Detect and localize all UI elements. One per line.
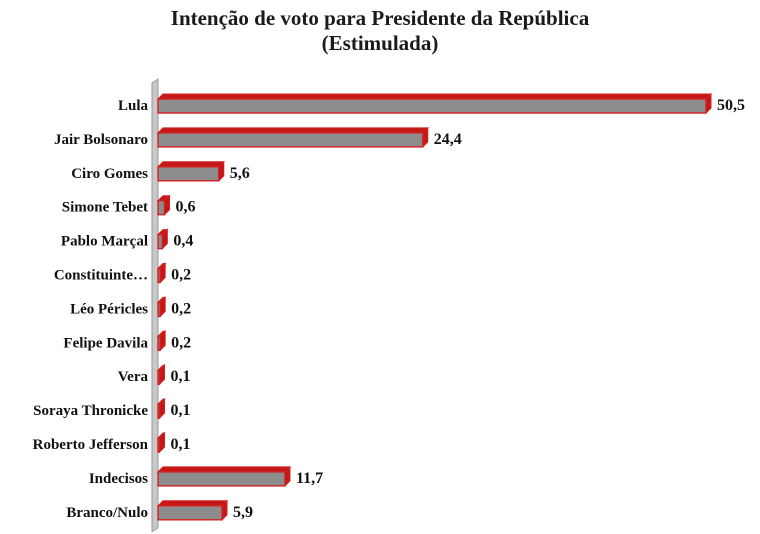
- bar-top: [156, 161, 225, 168]
- bar: [157, 98, 707, 114]
- category-label: Branco/Nulo: [66, 505, 148, 521]
- value-label: 0,1: [171, 368, 191, 385]
- value-label: 0,1: [171, 402, 191, 419]
- bar-top: [156, 500, 229, 507]
- value-label: 24,4: [434, 131, 462, 148]
- value-label: 11,7: [296, 470, 323, 487]
- bar: [157, 301, 161, 318]
- category-label: Pablo Marçal: [61, 234, 148, 250]
- bar: [157, 369, 161, 385]
- bar: [157, 166, 220, 182]
- chart-title-line1: Intenção de voto para Presidente da Repú…: [170, 6, 590, 30]
- bar: [157, 437, 161, 453]
- category-label: Ciro Gomes: [71, 166, 148, 182]
- category-label: Lula: [118, 98, 149, 114]
- category-label: Roberto Jefferson: [33, 437, 149, 453]
- value-label: 0,1: [171, 436, 191, 453]
- chart-title-line2: (Estimulada): [321, 31, 439, 55]
- bar: [157, 233, 164, 250]
- value-label: 0,6: [176, 199, 196, 216]
- category-label: Jair Bolsonaro: [54, 132, 148, 148]
- value-label: 0,2: [171, 334, 191, 351]
- value-label: 50,5: [717, 97, 745, 114]
- category-label: Soraya Thronicke: [33, 403, 148, 419]
- category-label: Simone Tebet: [62, 200, 148, 216]
- bar: [157, 403, 161, 419]
- category-label: Vera: [118, 369, 149, 385]
- value-label: 0,2: [171, 267, 191, 284]
- value-label: 5,6: [230, 165, 250, 182]
- category-label: Constituinte…: [54, 268, 148, 284]
- bar: [157, 505, 223, 521]
- category-label: Léo Péricles: [70, 301, 148, 317]
- chart-title: Intenção de voto para Presidente da Repú…: [0, 6, 760, 56]
- category-label: Felipe Davila: [63, 335, 148, 351]
- value-label: 0,4: [173, 233, 193, 250]
- bar: [157, 132, 424, 148]
- bar: [157, 471, 286, 487]
- bar-top: [156, 93, 713, 100]
- bar: [157, 335, 161, 351]
- category-label: Indecisos: [89, 471, 148, 487]
- bar: [157, 199, 166, 216]
- value-label: 5,9: [233, 504, 253, 521]
- bar-top: [156, 127, 429, 134]
- value-label: 0,2: [171, 300, 191, 317]
- bar-top: [156, 466, 292, 473]
- axis-wall: [151, 78, 159, 533]
- bar: [157, 267, 161, 284]
